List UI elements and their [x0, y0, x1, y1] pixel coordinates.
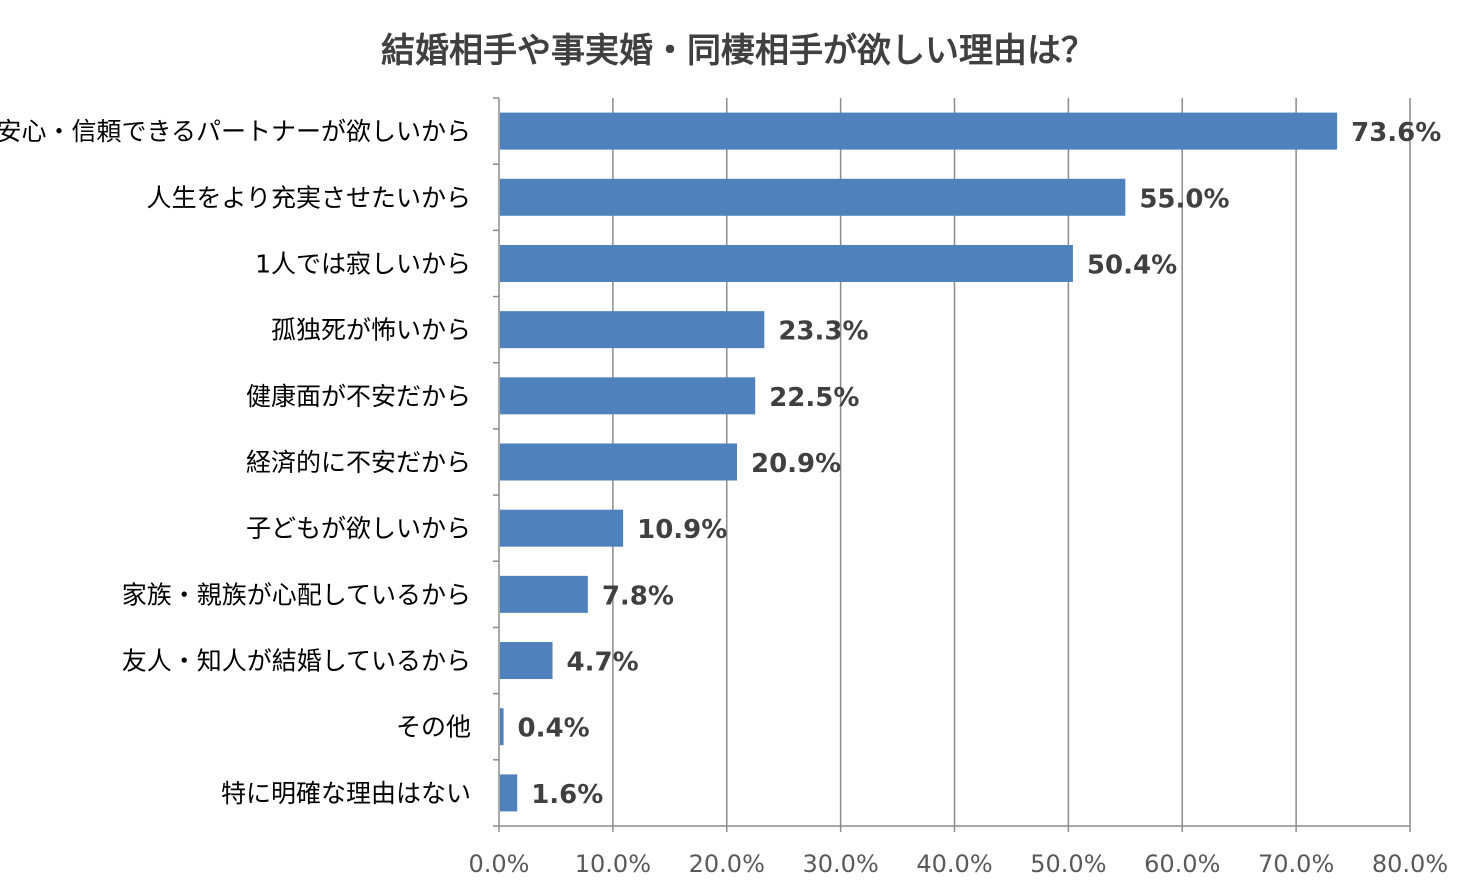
category-label: 経済的に不安だから [246, 448, 471, 477]
category-label: その他 [396, 713, 471, 742]
bar [500, 509, 624, 547]
category-label: 人生をより充実させたいから [146, 183, 471, 212]
bar [500, 377, 756, 415]
x-tick-label: 20.0% [689, 850, 765, 878]
bar [500, 774, 518, 812]
category-label: 健康面が不安だから [246, 382, 471, 411]
bar [500, 443, 737, 481]
data-label: 22.5% [769, 383, 859, 413]
x-tick-label: 80.0% [1372, 850, 1448, 878]
x-tick-label: 0.0% [469, 850, 530, 878]
bar [500, 575, 588, 613]
data-label: 23.3% [778, 317, 868, 347]
x-tick-label: 30.0% [803, 850, 879, 878]
data-label: 10.9% [637, 515, 727, 545]
category-label: 友人・知人が結婚しているから [122, 647, 471, 676]
gridlines [612, 98, 1411, 826]
data-label: 50.4% [1087, 250, 1177, 280]
x-tick-label: 40.0% [916, 850, 992, 878]
category-label: 安心・信頼できるパートナーが欲しいから [0, 117, 471, 146]
bars [500, 112, 1338, 812]
data-label: 7.8% [602, 581, 674, 611]
data-label: 73.6% [1351, 118, 1441, 148]
data-label: 4.7% [567, 648, 639, 678]
bar [500, 708, 504, 746]
bar [500, 244, 1073, 282]
data-label: 20.9% [751, 449, 841, 479]
axes [493, 97, 1411, 832]
labels: 0.0% 10.0% 20.0% 30.0% 40.0% 50.0% 60.0% 70.0% 8… [0, 117, 1448, 878]
category-label: 特に明確な理由はない [221, 779, 471, 808]
bar [500, 112, 1338, 150]
category-label: 1人では寂しいから [255, 249, 471, 278]
bar [500, 642, 553, 680]
data-label: 55.0% [1139, 184, 1229, 214]
x-tick-label: 70.0% [1258, 850, 1334, 878]
category-label: 家族・親族が心配しているから [122, 580, 471, 609]
x-tick-label: 50.0% [1030, 850, 1106, 878]
x-tick-label: 60.0% [1144, 850, 1220, 878]
data-label: 1.6% [531, 780, 603, 810]
category-label: 子どもが欲しいから [246, 514, 471, 543]
bar [500, 311, 765, 349]
chart-title: 結婚相手や事実婚・同棲相手が欲しい理由は？ [381, 31, 1095, 71]
data-label: 0.4% [518, 714, 590, 744]
bar [500, 178, 1126, 216]
category-label: 孤独死が怖いから [271, 316, 471, 345]
x-tick-label: 10.0% [575, 850, 651, 878]
